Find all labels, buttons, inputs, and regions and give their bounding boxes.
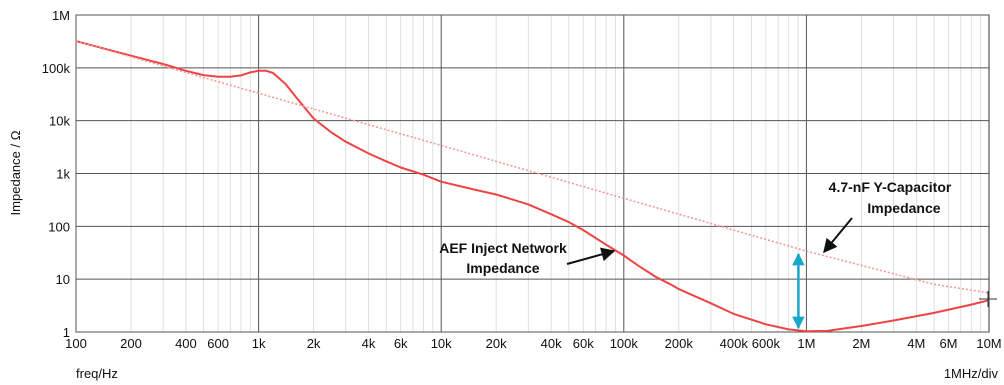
x-tick-label: 200 — [120, 336, 142, 351]
series-y-capacitor — [75, 40, 990, 294]
annotation-y-capacitor-line2: Impedance — [867, 200, 940, 216]
annotation-aef-arrow — [566, 247, 616, 265]
annotation-y-capacitor-arrow — [823, 217, 853, 254]
x-scale-label: 1MHz/div — [944, 366, 999, 381]
x-tick-label: 100 — [65, 336, 87, 351]
grid — [75, 14, 989, 333]
x-tick-label: 6M — [939, 336, 957, 351]
x-tick-label: 40k — [541, 336, 562, 351]
series-lines — [75, 40, 990, 333]
x-tick-labels: 100 200 400 600 1k 2k 4k 6k 10k 20k 40k 60k 100k 200k… — [65, 336, 1002, 351]
annotation-aef-line2: Impedance — [466, 260, 539, 276]
annotation-y-capacitor-line1: 4.7-nF Y-Capacitor — [829, 179, 952, 195]
x-tick-label: 6k — [394, 336, 408, 351]
x-tick-label: 60k — [573, 336, 594, 351]
y-tick-label: 1M — [52, 8, 70, 23]
y-tick-label: 1k — [56, 167, 70, 182]
y-tick-label: 10k — [49, 114, 70, 129]
x-tick-label: 100k — [610, 336, 639, 351]
y-tick-label: 100 — [48, 219, 70, 234]
series-aef-inject-network — [75, 40, 990, 333]
x-tick-label: 400k — [720, 336, 749, 351]
x-tick-label: 10M — [976, 336, 1001, 351]
x-tick-label: 4M — [907, 336, 925, 351]
y-tick-label: 1 — [63, 325, 70, 340]
x-tick-label: 200k — [665, 336, 694, 351]
x-tick-label: 400 — [175, 336, 197, 351]
annotation-aef-line1: AEF Inject Network — [439, 240, 567, 256]
y-tick-labels: 1 10 100 1k 10k 100k 1M — [42, 8, 71, 340]
x-tick-label: 1M — [797, 336, 815, 351]
x-tick-label: 20k — [486, 336, 507, 351]
x-axis-title: freq/Hz — [76, 366, 118, 381]
x-tick-label: 2k — [307, 336, 321, 351]
x-tick-label: 2M — [852, 336, 870, 351]
x-tick-label: 600k — [752, 336, 781, 351]
x-tick-label: 4k — [362, 336, 376, 351]
x-tick-label: 600 — [207, 336, 229, 351]
x-tick-label: 1k — [252, 336, 266, 351]
y-tick-label: 100k — [42, 61, 71, 76]
y-tick-label: 10 — [56, 272, 70, 287]
x-tick-label: 10k — [431, 336, 452, 351]
y-axis-title: Impedance / Ω — [8, 130, 23, 215]
